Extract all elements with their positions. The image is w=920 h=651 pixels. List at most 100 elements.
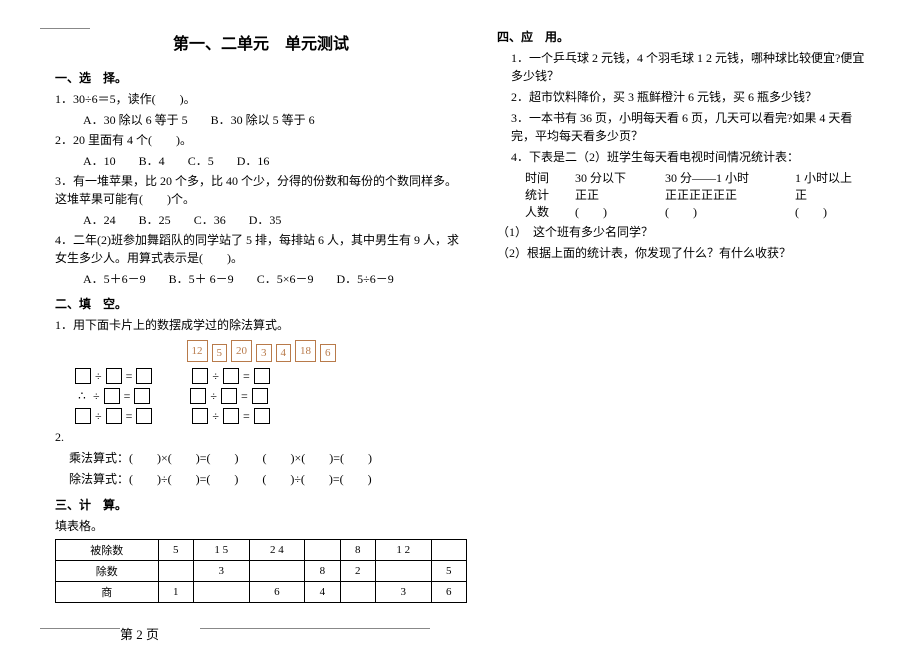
- cell: 8: [340, 540, 375, 561]
- footer-rule-right: [200, 628, 430, 629]
- table-row: 除数 3 8 2 5: [56, 561, 467, 582]
- q2-opt-a: A．10: [83, 152, 116, 169]
- s4-q1: 1．一个乒乓球 2 元钱，4 个羽毛球 1 2 元钱，哪种球比较便宜?便宜多少钱…: [497, 49, 875, 85]
- right-column: 四、应 用。 1．一个乒乓球 2 元钱，4 个羽毛球 1 2 元钱，哪种球比较便…: [482, 20, 890, 607]
- cell: 商: [56, 582, 159, 603]
- footer-rule-left: [40, 628, 120, 629]
- equation: ÷=: [192, 368, 269, 384]
- cell: [340, 582, 375, 603]
- q2-opt-b: B．4: [139, 152, 165, 169]
- blank-box: [104, 388, 120, 404]
- cell: [305, 540, 340, 561]
- cell: [375, 561, 431, 582]
- s3-sub: 填表格。: [55, 517, 467, 535]
- cell: 2 4: [249, 540, 305, 561]
- cell: 3: [375, 582, 431, 603]
- cell: 6: [431, 582, 467, 603]
- blank-box: [136, 368, 152, 384]
- cell: 6: [249, 582, 305, 603]
- section2-head: 二、填 空。: [55, 295, 467, 312]
- section4-head: 四、应 用。: [497, 28, 875, 45]
- table-row: 被除数 5 1 5 2 4 8 1 2: [56, 540, 467, 561]
- cell: 8: [305, 561, 340, 582]
- q2: 2．20 里面有 4 个( )。: [55, 131, 467, 149]
- stat-col: 30 分——1 小时: [665, 169, 795, 186]
- section1-head: 一、选 择。: [55, 69, 467, 86]
- equation-row: ∴÷= ÷=: [75, 388, 467, 404]
- section3-head: 三、计 算。: [55, 496, 467, 513]
- blank-box: [106, 408, 122, 424]
- stat-label: 时间: [525, 169, 575, 186]
- stat-col: 正正: [575, 186, 665, 203]
- cell: [194, 582, 250, 603]
- card: 20: [231, 340, 252, 362]
- calc-table: 被除数 5 1 5 2 4 8 1 2 除数 3 8 2 5 商: [55, 539, 467, 603]
- cell: 3: [194, 561, 250, 582]
- s4-q3: 3．一本书有 36 页，小明每天看 6 页，几天可以看完?如果 4 天看完，平均…: [497, 109, 875, 145]
- s2-q1: 1．用下面卡片上的数摆成学过的除法算式。: [55, 316, 467, 334]
- blank-box: [136, 408, 152, 424]
- s2-q2: 2.: [55, 428, 467, 446]
- q1: 1．30÷6＝5，读作( )。: [55, 90, 467, 108]
- cell: 4: [305, 582, 340, 603]
- blank-box: [223, 408, 239, 424]
- card: 3: [256, 344, 272, 362]
- cell: 1: [158, 582, 193, 603]
- q3: 3．有一堆苹果，比 20 个多，比 40 个少，分得的份数和每份的个数同样多。这…: [55, 172, 467, 208]
- q3-opt-d: D．35: [249, 211, 282, 228]
- cell: 被除数: [56, 540, 159, 561]
- cell: 2: [340, 561, 375, 582]
- q4-options: A．5＋6－9 B．5＋ 6－9 C．5×6－9 D．5÷6－9: [55, 270, 467, 287]
- stat-col: ( ): [665, 203, 795, 220]
- equation: ÷=: [75, 368, 152, 384]
- stat-col: 正正正正正正: [665, 186, 795, 203]
- s4-q4-1: （1） 这个班有多少名同学？: [497, 223, 875, 241]
- page-number: 第 2 页: [120, 624, 159, 643]
- q4-opt-c: C．5×6－9: [257, 270, 314, 287]
- stat-col: ( ): [575, 203, 665, 220]
- ellipsis: ∴: [75, 389, 89, 404]
- card: 12: [187, 340, 208, 362]
- equation: ÷=: [75, 408, 152, 424]
- q3-options: A．24 B．25 C．36 D．35: [55, 211, 467, 228]
- cell: 1 5: [194, 540, 250, 561]
- equation: ÷=: [190, 388, 267, 404]
- q2-opt-c: C．5: [188, 152, 214, 169]
- stat-header: 时间 30 分以下 30 分——1 小时 1 小时以上: [497, 169, 875, 186]
- q2-options: A．10 B．4 C．5 D．16: [55, 152, 467, 169]
- q3-opt-a: A．24: [83, 211, 116, 228]
- blank-box: [190, 388, 206, 404]
- s4-q4: 4．下表是二（2）班学生每天看电视时间情况统计表：: [497, 148, 875, 166]
- blank-box: [192, 408, 208, 424]
- stat-col: 正: [795, 186, 875, 203]
- card: 18: [295, 340, 316, 362]
- stat-label: 人数: [525, 203, 575, 220]
- equation: ÷=: [192, 408, 269, 424]
- q4-opt-d: D．5÷6－9: [336, 270, 393, 287]
- blank-box: [252, 388, 268, 404]
- blank-box: [134, 388, 150, 404]
- q4-opt-a: A．5＋6－9: [83, 270, 146, 287]
- q4: 4．二年(2)班参加舞蹈队的同学站了 5 排，每排站 6 人，其中男生有 9 人…: [55, 231, 467, 267]
- q1-opt-b: B．30 除以 5 等于 6: [211, 111, 315, 128]
- q3-opt-c: C．36: [194, 211, 226, 228]
- equation: ∴÷=: [75, 388, 150, 404]
- page: 第一、二单元 单元测试 一、选 择。 1．30÷6＝5，读作( )。 A．30 …: [0, 0, 920, 617]
- table-row: 商 1 6 4 3 6: [56, 582, 467, 603]
- mul-expr: 乘法算式：( )×( )=( ) ( )×( )=( ): [55, 449, 467, 467]
- card: 5: [212, 344, 228, 362]
- cell: 5: [431, 561, 467, 582]
- card: 6: [320, 344, 336, 362]
- card: 4: [276, 344, 292, 362]
- stat-col: 30 分以下: [575, 169, 665, 186]
- s4-q2: 2．超市饮料降价，买 3 瓶鲜橙汁 6 元钱，买 6 瓶多少钱？: [497, 88, 875, 106]
- cell: 除数: [56, 561, 159, 582]
- stat-col: 1 小时以上: [795, 169, 875, 186]
- blank-box: [223, 368, 239, 384]
- blank-box: [221, 388, 237, 404]
- stat-label: 统计: [525, 186, 575, 203]
- header-rule: [40, 28, 90, 29]
- left-column: 第一、二单元 单元测试 一、选 择。 1．30÷6＝5，读作( )。 A．30 …: [40, 20, 482, 607]
- stat-tally: 统计 正正 正正正正正正 正: [497, 186, 875, 203]
- cell: [431, 540, 467, 561]
